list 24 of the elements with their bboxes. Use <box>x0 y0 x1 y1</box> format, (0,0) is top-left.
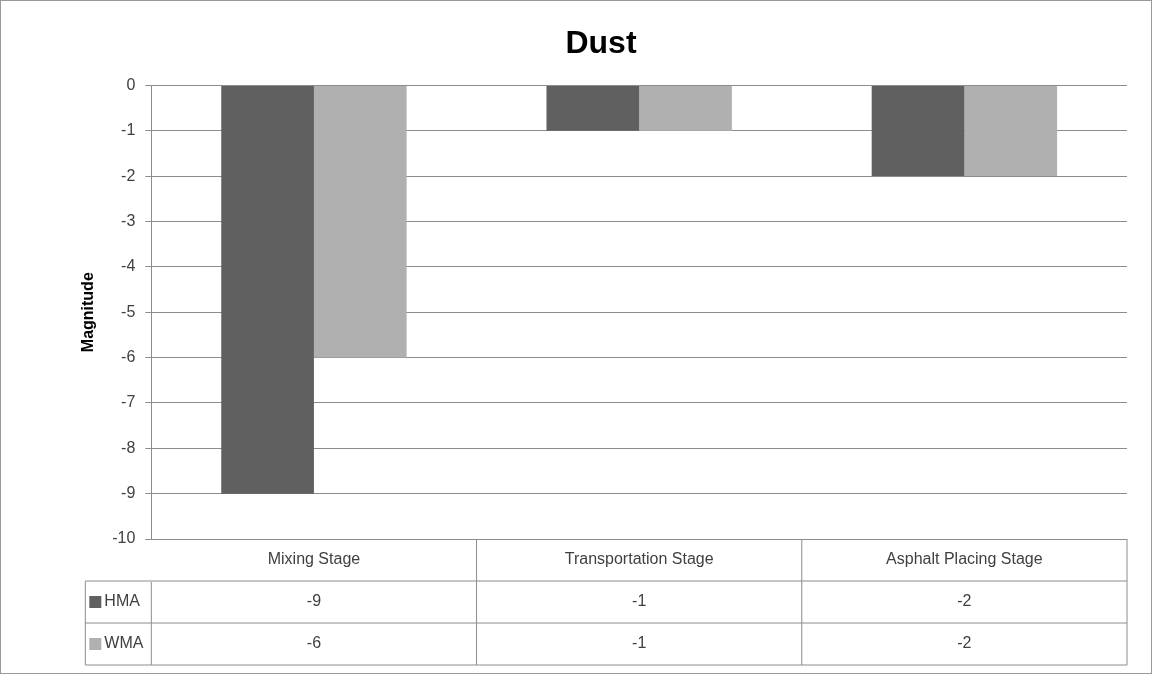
y-tick-label: -2 <box>121 166 136 184</box>
y-axis-title: Magnitude <box>79 272 97 353</box>
data-label: -1 <box>632 634 647 652</box>
x-tick-label: Mixing Stage <box>267 550 361 568</box>
y-tick-label: -8 <box>121 438 136 456</box>
y-tick-label: -1 <box>121 121 136 139</box>
x-tick-label: Transportation Stage <box>564 550 714 568</box>
y-tick-label: 0 <box>126 75 136 93</box>
legend-label: WMA <box>104 634 144 652</box>
x-tick-label: Asphalt Placing Stage <box>886 550 1043 568</box>
data-label: -6 <box>306 634 322 652</box>
legend-label: HMA <box>104 592 141 610</box>
data-label: -9 <box>306 592 322 610</box>
data-label: -1 <box>632 592 647 610</box>
y-tick-label: -3 <box>121 211 136 229</box>
y-tick-label: -5 <box>121 302 136 320</box>
data-label: -2 <box>957 634 972 652</box>
y-tick-label: -9 <box>121 484 136 502</box>
y-tick-label: -4 <box>121 257 136 275</box>
chart-title: Dust <box>565 24 637 61</box>
data-label: -2 <box>957 592 972 610</box>
y-tick-label: -6 <box>121 347 136 365</box>
y-tick-label: -10 <box>112 529 136 547</box>
y-tick-label: -7 <box>121 393 136 411</box>
